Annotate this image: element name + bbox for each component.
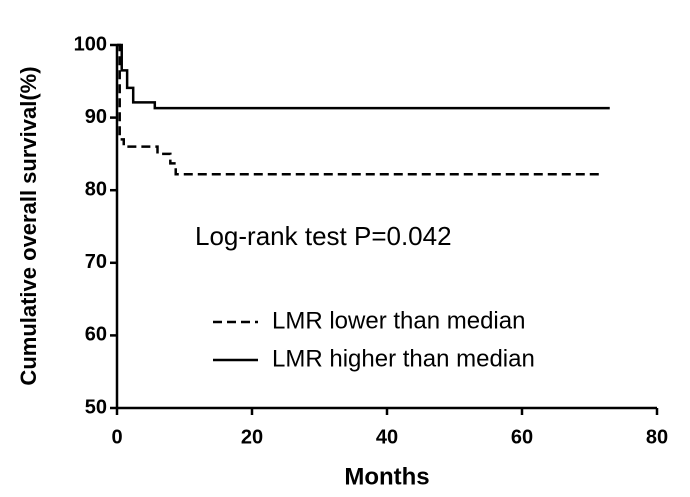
annotation: Log-rank test P=0.042: [195, 221, 452, 251]
y-tick-label: 50: [85, 396, 107, 418]
survival-curve: [117, 43, 610, 110]
x-tick-label: 80: [646, 426, 668, 448]
x-tick-label: 0: [111, 426, 122, 448]
x-tick-label: 20: [241, 426, 263, 448]
y-tick-label: 90: [85, 106, 107, 128]
y-tick-label: 100: [74, 33, 107, 55]
y-axis-label: Cumulative overall survival(%): [16, 66, 41, 385]
survival-curve: [117, 43, 600, 176]
x-tick-label: 60: [511, 426, 533, 448]
y-tick-label: 70: [85, 251, 107, 273]
legend-label: LMR higher than median: [272, 345, 535, 372]
x-axis-label: Months: [344, 463, 429, 490]
legend-label: LMR lower than median: [272, 307, 525, 334]
y-tick-label: 60: [85, 324, 107, 346]
x-tick-label: 40: [376, 426, 398, 448]
y-tick-label: 80: [85, 178, 107, 200]
